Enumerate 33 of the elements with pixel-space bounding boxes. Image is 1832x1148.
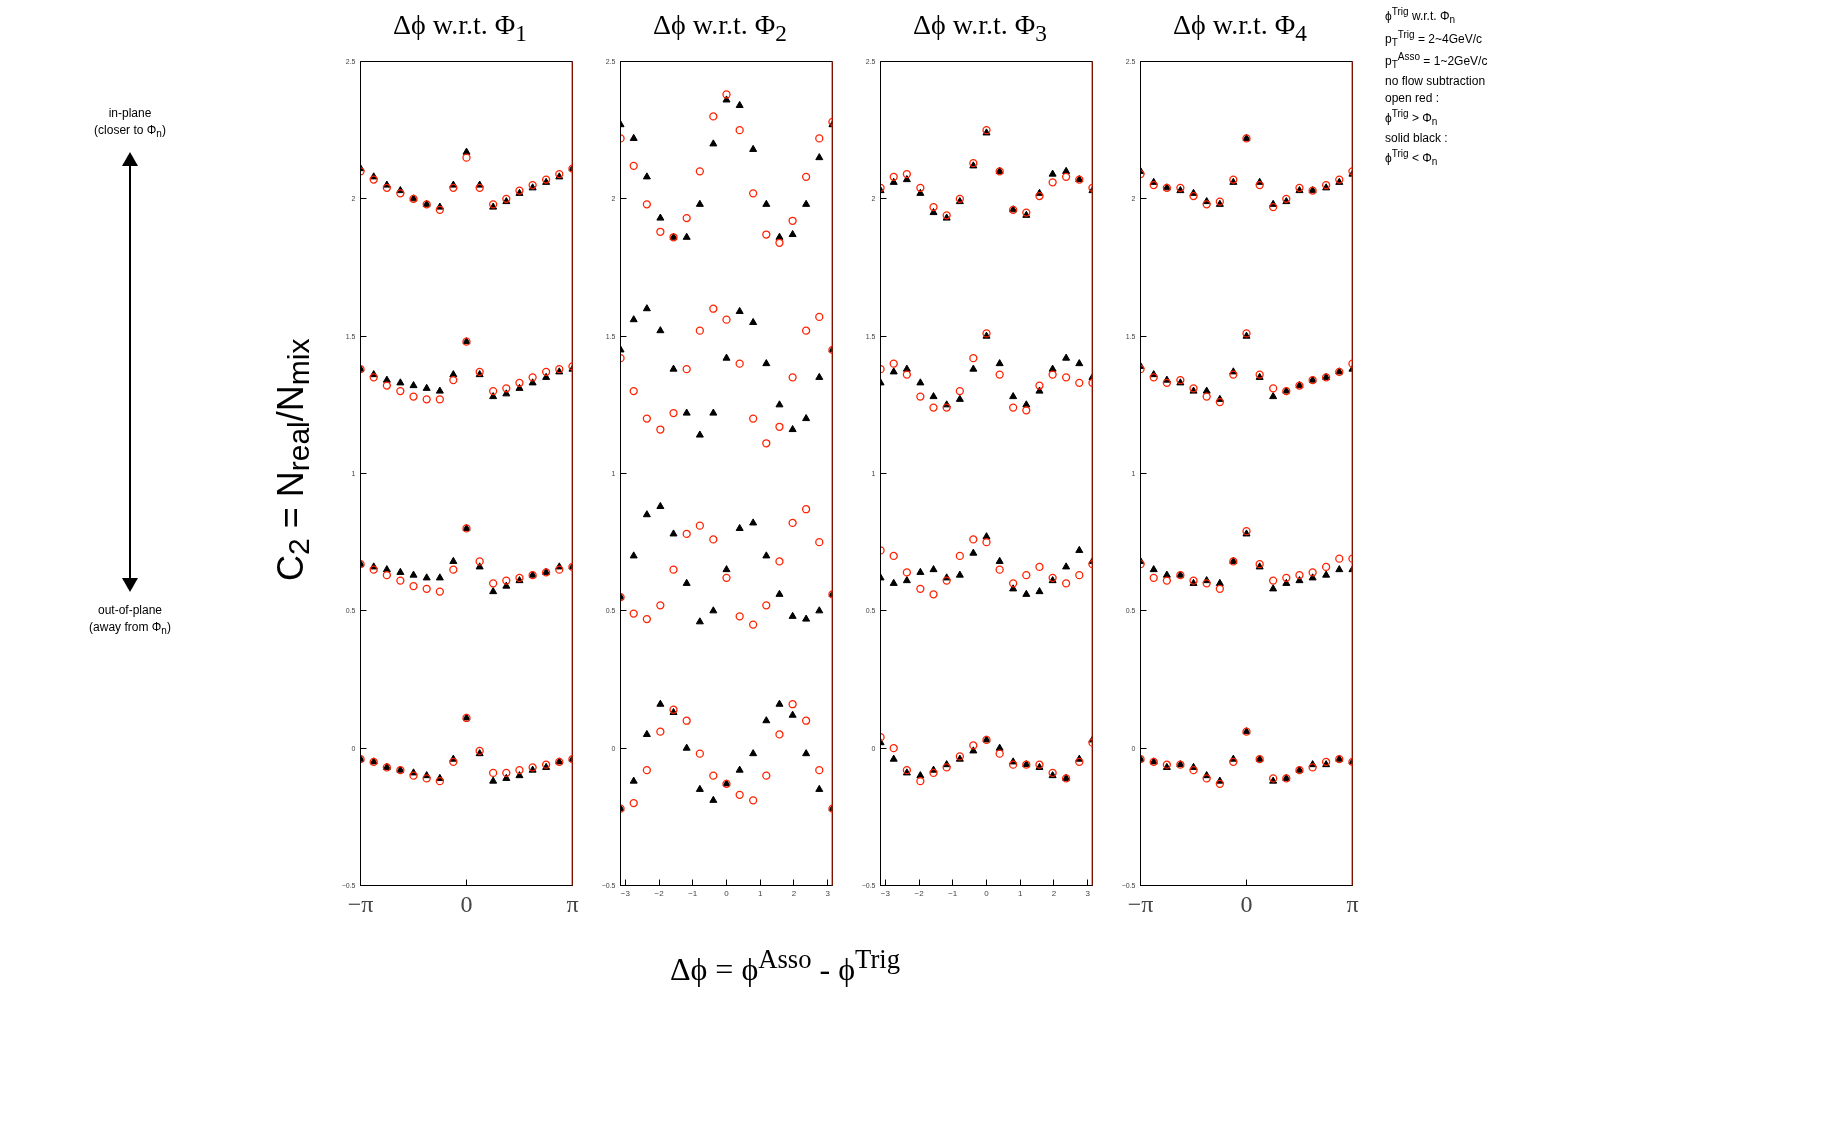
x-tick-label: π — [566, 890, 579, 917]
x-tick-label: π — [1346, 890, 1359, 917]
x-tick-label: −1 — [948, 888, 958, 898]
chart-title: Δϕ w.r.t. Φ$_{3}$ — [912, 8, 1048, 48]
x-tick-label: 0 — [460, 890, 473, 917]
x-tick-label: 0 — [1240, 890, 1253, 917]
x-tick-label: 2 — [791, 888, 797, 898]
x-tick-label: −2 — [654, 888, 665, 898]
text: in-plane (closer to Φ$_{n}$) — [93, 105, 167, 142]
x-tick-label: 0 — [724, 888, 730, 898]
text: solid black : ϕ$^{Trig}$ < Φ$_{n}$ — [1385, 129, 1449, 170]
x-tick-label: 1 — [1018, 888, 1024, 898]
text: no flow subtraction — [1385, 73, 1487, 90]
text: open red : ϕ$^{Trig}$ > Φ$_{n}$ — [1385, 90, 1441, 130]
x-axis-title: Δϕ = ϕ$^{Asso}$ - ϕ$^{Trig}$ — [668, 943, 902, 989]
chart-title: Δϕ w.r.t. Φ$_{4}$ — [1172, 8, 1308, 48]
chart-title: Δϕ w.r.t. Φ$_{1}$ — [392, 8, 528, 48]
x-tick-label: −3 — [620, 888, 631, 898]
chart-title: Δϕ w.r.t. Φ$_{2}$ — [652, 8, 788, 48]
x-tick-label: −2 — [914, 888, 925, 898]
text: p$_{T}$$^{Asso}$ = 1~2GeV/c — [1385, 50, 1489, 73]
x-tick-label: 2 — [1051, 888, 1057, 898]
x-tick-label: 1 — [758, 888, 764, 898]
x-tick-label: −3 — [880, 888, 891, 898]
x-tick-label: −1 — [688, 888, 698, 898]
text: out-of-plane (away from Φ$_{n}$) — [88, 601, 172, 639]
text: ϕ$^{Trig}$ w.r.t. Φ$_{n}$ — [1385, 5, 1457, 28]
x-tick-label: −π — [1127, 890, 1154, 917]
x-tick-label: 3 — [1085, 888, 1091, 898]
x-tick-label: −π — [347, 890, 374, 917]
x-tick-label: 3 — [825, 888, 831, 898]
text: p$_{T}$$^{Trig}$ = 2~4GeV/c — [1385, 27, 1484, 51]
x-tick-label: 0 — [984, 888, 990, 898]
